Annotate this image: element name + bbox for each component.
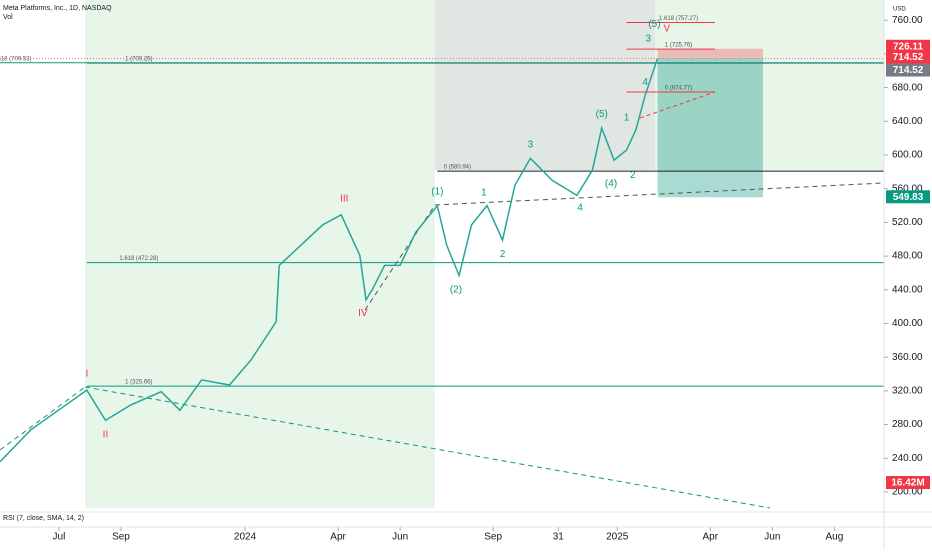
x-tick-label: Apr xyxy=(703,532,719,543)
zone xyxy=(655,0,884,170)
wave-label: I xyxy=(85,369,88,380)
trend-line xyxy=(639,91,716,119)
volume-tag xyxy=(886,476,930,489)
wave-label: 3 xyxy=(528,140,534,151)
zone xyxy=(435,0,655,170)
currency: USD xyxy=(893,7,906,13)
wave-label: (5) xyxy=(648,19,660,30)
y-tick-label: 600.00 xyxy=(892,150,923,161)
x-tick-label: Jul xyxy=(53,532,66,543)
last-price-label: 714.52 xyxy=(893,65,924,76)
zone xyxy=(85,0,435,508)
price-tag xyxy=(886,190,930,204)
x-tick-label: Jun xyxy=(764,532,780,543)
trend-line xyxy=(84,386,771,509)
wave-label: 2 xyxy=(630,170,636,181)
volume-tag-label: 16.42M xyxy=(891,478,924,489)
wave-label: 4 xyxy=(577,203,583,214)
x-tick-label: Jun xyxy=(392,532,408,543)
x-tick-label: Sep xyxy=(484,532,502,543)
wave-label: 1 xyxy=(624,113,630,124)
fib-label: 1 (725.76) xyxy=(665,43,692,49)
wave-label: (4) xyxy=(605,178,617,189)
last-price-tag xyxy=(886,63,930,77)
price-tag-label: 714.52 xyxy=(893,52,924,63)
wave-label: 1 xyxy=(481,188,487,199)
y-tick-label: 560.00 xyxy=(892,183,923,194)
trend-line xyxy=(364,204,436,311)
y-tick-label: 280.00 xyxy=(892,419,923,430)
wave-label: III xyxy=(340,193,348,204)
wave-label: (2) xyxy=(450,284,462,295)
x-tick-label: 31 xyxy=(553,532,565,543)
fib-label: 2.618 (709.53) xyxy=(0,56,32,62)
fib-label: 1 (709.25) xyxy=(125,57,152,63)
y-tick-label: 520.00 xyxy=(892,217,923,228)
plot: 1 (325.66) 1.618 (472.28) 0 (580.94) 1 (709… xyxy=(0,0,885,509)
y-tick-label: 200.00 xyxy=(892,487,923,498)
x-tick-label: Aug xyxy=(825,532,843,543)
volume-label: Vol xyxy=(3,14,13,21)
wave-label: 2 xyxy=(500,249,506,260)
wave-label: (1) xyxy=(431,187,443,198)
y-tick-label: 480.00 xyxy=(892,251,923,262)
target-zone xyxy=(657,58,764,198)
wave-label: V xyxy=(664,23,671,34)
wave-label: 3 xyxy=(645,33,651,44)
chart-title: Meta Platforms, Inc., 1D, NASDAQ xyxy=(3,5,112,12)
fib-label: 1.618 (472.28) xyxy=(119,256,158,262)
trend-line xyxy=(434,182,885,206)
fib-label: 0 (674.77) xyxy=(665,86,692,92)
y-tick-label: 320.00 xyxy=(892,386,923,397)
y-tick-label: 440.00 xyxy=(892,284,923,295)
indicator-label: RSI (7, close, SMA, 14, 2) xyxy=(3,515,84,522)
price-tag xyxy=(886,50,930,64)
x-tick-label: Sep xyxy=(112,532,130,543)
price-tag xyxy=(886,39,930,53)
y-tick-label: 680.00 xyxy=(892,82,923,93)
wave-label: (5) xyxy=(596,109,608,120)
wave-label: II xyxy=(103,429,109,440)
wave-label: IV xyxy=(358,308,368,319)
fib-label: 1 (325.66) xyxy=(125,380,152,386)
stop-zone xyxy=(657,48,764,59)
x-tick-label: 2025 xyxy=(606,532,629,543)
y-tick-label: 760.00 xyxy=(892,15,923,26)
y-tick-label: 360.00 xyxy=(892,352,923,363)
y-tick-label: 640.00 xyxy=(892,116,923,127)
y-tick-label: 400.00 xyxy=(892,318,923,329)
fib-label: 0 (580.94) xyxy=(444,165,471,171)
y-tick-label: 240.00 xyxy=(892,453,923,464)
wave-label: 4 xyxy=(642,77,648,88)
price-tag-label: 726.11 xyxy=(893,41,923,52)
x-tick-label: 2024 xyxy=(234,532,257,543)
price-tag-label: 549.83 xyxy=(893,192,924,203)
fib-label: 1.618 (757.27) xyxy=(659,16,698,22)
x-tick-label: Apr xyxy=(330,532,346,543)
price-line xyxy=(0,57,659,463)
